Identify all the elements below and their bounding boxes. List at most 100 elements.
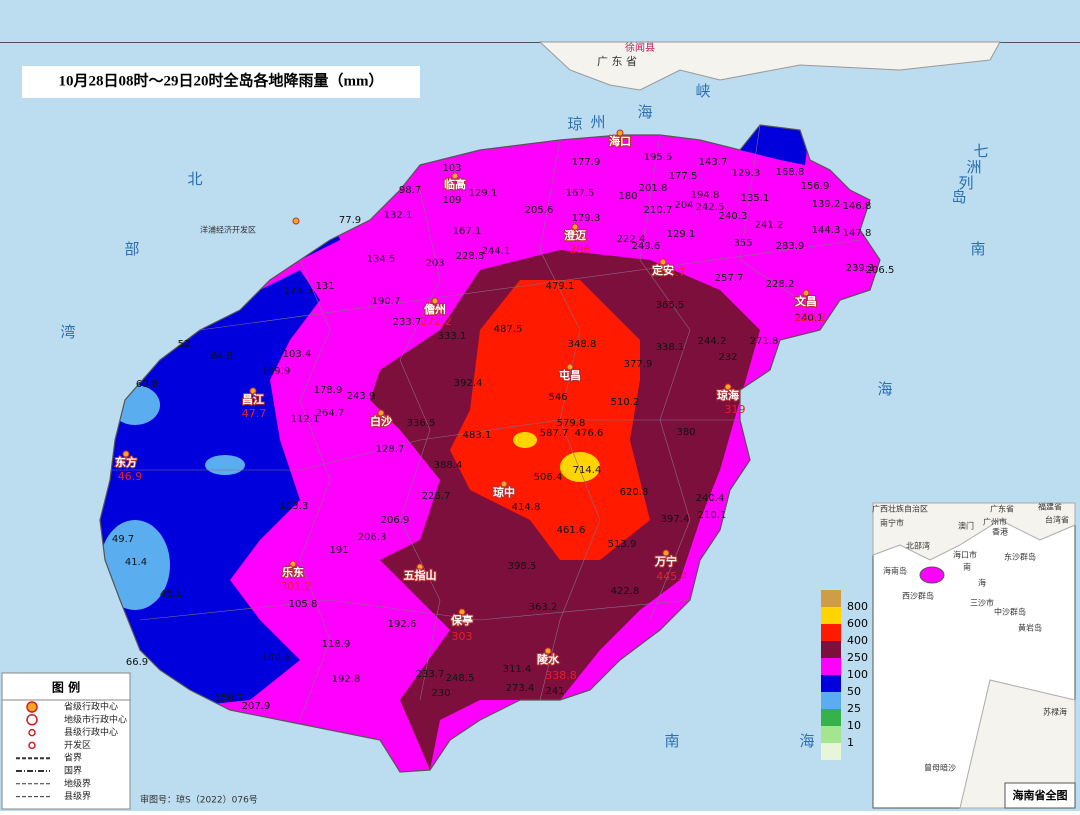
- station-value: 242.5: [696, 202, 725, 213]
- legend-swatch: [821, 658, 841, 675]
- station-value: 48.1: [160, 589, 182, 600]
- station-value: 49.7: [112, 534, 134, 545]
- station-value: 131: [315, 281, 334, 292]
- inset-label: 东沙群岛: [1004, 552, 1036, 562]
- city-name: 乐东: [282, 565, 304, 579]
- inset-label: 台湾省: [1045, 515, 1069, 525]
- station-value: 167.5: [566, 188, 595, 199]
- station-value: 714.4: [573, 465, 602, 476]
- county-borders: [100, 125, 861, 721]
- station-value: 388.4: [434, 460, 463, 471]
- city-marker: [122, 450, 130, 458]
- sea-label: 峡: [695, 82, 710, 100]
- station-value: 210.1: [698, 510, 727, 521]
- station-value: 77.9: [339, 215, 361, 226]
- city-name: 保亭: [450, 613, 473, 627]
- legend-level: 1: [847, 736, 854, 749]
- station-value: 620.8: [620, 487, 649, 498]
- station-value: 128.7: [376, 444, 405, 455]
- legend-swatch: [821, 641, 841, 658]
- legend-swatch: [821, 607, 841, 624]
- legend-level: 10: [847, 719, 861, 732]
- station-value: 397.4: [661, 514, 690, 525]
- station-value: 222.4: [617, 234, 646, 245]
- inset-label: 海南岛: [883, 566, 907, 576]
- inset-label: 黄岩岛: [1018, 623, 1042, 633]
- station-value: 422.8: [611, 586, 640, 597]
- inset-label: 南: [963, 562, 971, 572]
- title-box: [22, 66, 420, 98]
- station-value: 168.8: [776, 167, 805, 178]
- title: 10月28日08时～29日20时全岛各地降雨量（mm）: [59, 71, 384, 89]
- station-value: 206.3: [358, 532, 387, 543]
- station-value: 206.5: [866, 265, 895, 276]
- station-value: 273.4: [506, 683, 535, 694]
- station-value: 203: [425, 258, 444, 269]
- city-name: 临高: [444, 177, 466, 191]
- station-value: 194.8: [691, 190, 720, 201]
- inset-label: 香港: [992, 527, 1008, 537]
- city-marker: [724, 383, 732, 391]
- station-value: 355: [733, 238, 752, 249]
- sea-label: 列: [958, 174, 973, 192]
- station-value: 156.9: [801, 181, 830, 192]
- station-value: 195.5: [644, 152, 673, 163]
- inset-label: 苏禄海: [1043, 707, 1067, 717]
- legend-swatch: [821, 692, 841, 709]
- city-name: 白沙: [370, 414, 392, 428]
- station-value: 129.1: [667, 229, 696, 240]
- station-value: 64.8: [211, 351, 233, 362]
- city-value: 272.2: [420, 315, 452, 328]
- city-value: 303: [452, 630, 473, 643]
- county-label: 徐闻县: [625, 41, 655, 54]
- station-value: 392.4: [454, 378, 483, 389]
- inset-label: 北部湾: [906, 541, 930, 551]
- sea-label: 部: [124, 240, 139, 258]
- city-marker: [458, 608, 466, 616]
- station-value: 311.4: [503, 664, 532, 675]
- legend-item: 省界: [64, 752, 82, 764]
- city-marker: [544, 647, 552, 655]
- station-value: 476.6: [575, 428, 604, 439]
- legend-swatch: [821, 743, 841, 760]
- legend-swatch: [821, 590, 841, 607]
- inset-label: 澳门: [958, 521, 974, 531]
- station-value: 228.5: [456, 251, 485, 262]
- inset-label: 海口市: [953, 550, 977, 560]
- station-value: 66.9: [126, 657, 148, 668]
- city-name: 海口: [609, 134, 631, 148]
- station-value: 240.3: [719, 211, 748, 222]
- city-value: 445.4: [656, 570, 688, 583]
- legend-title: 图 例: [52, 680, 80, 695]
- station-value: 150.7: [215, 693, 244, 704]
- sea-label: 南: [970, 240, 985, 258]
- city-name: 万宁: [654, 554, 677, 568]
- station-value: 144.3: [812, 225, 841, 236]
- station-value: 546: [548, 392, 567, 403]
- inset-label: 广州市: [983, 517, 1007, 527]
- station-value: 190.7: [372, 296, 401, 307]
- city-value: 296: [570, 243, 591, 256]
- station-value: 180: [618, 191, 637, 202]
- station-value: 587.7: [540, 428, 569, 439]
- station-value: 147.8: [843, 228, 872, 239]
- station-value: 377.9: [624, 359, 653, 370]
- city-name: 屯昌: [559, 368, 581, 382]
- zone-yellow: [560, 452, 600, 482]
- station-value: 52: [178, 339, 191, 350]
- inset-title: 海南省全图: [1013, 788, 1068, 802]
- city-marker: [377, 409, 385, 417]
- sea-label: 琼: [567, 115, 582, 133]
- inset-label: 广东省: [990, 504, 1014, 514]
- station-value: 241: [545, 686, 564, 697]
- station-value: 191: [329, 545, 348, 556]
- station-value: 230: [431, 688, 450, 699]
- station-value: 135.1: [741, 193, 770, 204]
- station-value: 380: [676, 427, 695, 438]
- city-value: 324.7: [654, 266, 686, 279]
- station-value: 226.7: [422, 491, 451, 502]
- city-value: 338.8: [545, 669, 577, 682]
- city-value: 220.2: [794, 311, 826, 324]
- station-value: 178.9: [314, 385, 343, 396]
- sea-label: 海: [637, 103, 652, 121]
